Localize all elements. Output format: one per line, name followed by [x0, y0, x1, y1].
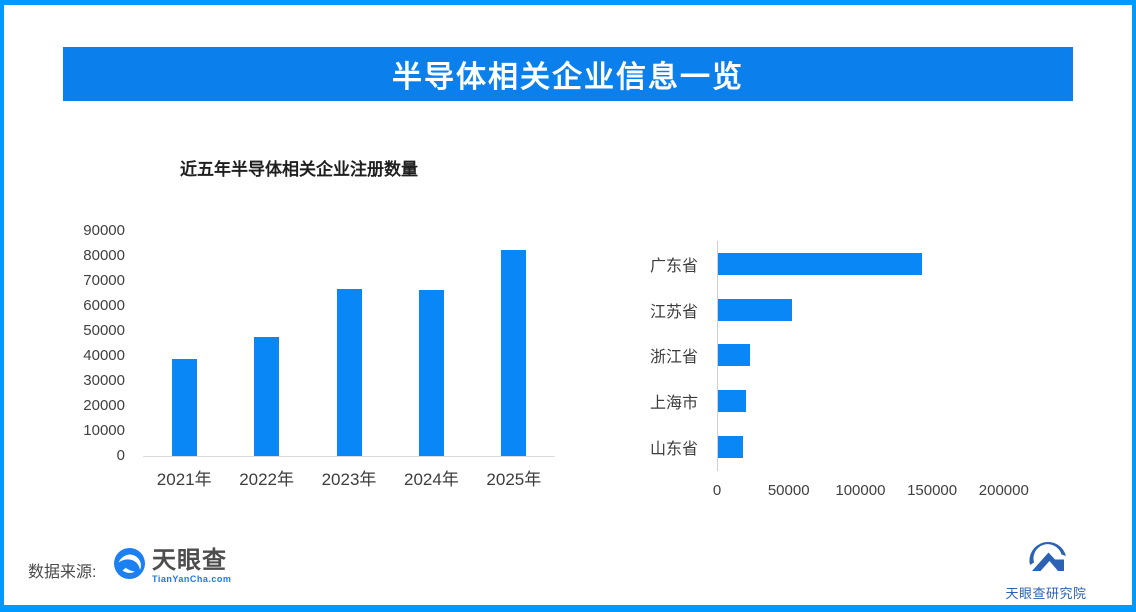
- bar-广东省: [717, 252, 923, 275]
- right-y-axis-line: [717, 241, 718, 471]
- province-row: 浙江省: [650, 333, 1074, 379]
- tianyancha-eye-icon: [114, 548, 145, 584]
- tianyancha-wordmark: 天眼查 TianYanCha.com: [152, 548, 231, 584]
- x-category-label: 2025年: [486, 470, 542, 489]
- x-category-label: 2023年: [321, 470, 377, 489]
- y-tick-label: 90000: [83, 222, 125, 239]
- institute-logo: 天眼查研究院: [996, 534, 1096, 602]
- left-x-labels: 2021年 2022年 2023年 2024年 2025年: [143, 465, 555, 490]
- x-category-label: 2024年: [404, 470, 459, 489]
- bar-2024年: [418, 289, 444, 456]
- y-tick-label: 70000: [83, 272, 125, 289]
- bar-column: [390, 231, 472, 456]
- bar-column: [308, 231, 390, 456]
- bar-2022年: [254, 337, 280, 456]
- bar-山东省: [717, 436, 743, 459]
- right-x-axis: 0 50000 100000 150000 200000: [713, 482, 1067, 502]
- province-row: 山东省: [650, 424, 1074, 470]
- bar-2025年: [501, 249, 527, 456]
- x-tick-label: 100000: [835, 482, 886, 499]
- y-tick-label: 0: [116, 447, 125, 464]
- page-title: 半导体相关企业信息一览: [392, 61, 744, 94]
- y-tick-label: 20000: [83, 397, 125, 414]
- bar-column: [473, 231, 555, 456]
- left-y-axis: 0 10000 20000 30000 40000 50000 60000 70000 8000…: [66, 222, 125, 464]
- institute-name: 天眼查研究院: [1005, 586, 1087, 601]
- y-tick-label: 40000: [83, 347, 125, 364]
- x-tick-label: 0: [712, 482, 722, 499]
- x-tick-label: 200000: [978, 482, 1029, 499]
- bar-上海市: [717, 390, 747, 413]
- x-category-label: 2021年: [156, 470, 212, 489]
- header-banner: 半导体相关企业信息一览: [63, 47, 1073, 101]
- province-row: 上海市: [650, 378, 1074, 424]
- province-row: 江苏省: [650, 287, 1074, 333]
- left-plot-area: [143, 231, 555, 457]
- province-row: 广东省: [650, 241, 1074, 287]
- bar-column: [225, 231, 307, 456]
- data-source-label: 数据来源:: [28, 564, 97, 581]
- tianyancha-logo: 天眼查 TianYanCha.com: [114, 548, 231, 584]
- y-tick-label: 10000: [83, 422, 125, 439]
- bar-2021年: [171, 358, 197, 456]
- province-label: 浙江省: [650, 349, 699, 367]
- tianyancha-name: 天眼查: [152, 547, 227, 574]
- y-tick-label: 80000: [83, 247, 125, 264]
- bar-江苏省: [717, 298, 793, 321]
- institute-mark-icon: [1021, 534, 1071, 581]
- x-category-label: 2022年: [239, 470, 295, 489]
- y-tick-label: 50000: [83, 322, 125, 339]
- province-label: 山东省: [650, 441, 699, 459]
- y-tick-label: 30000: [83, 372, 125, 389]
- x-tick-label: 50000: [767, 482, 810, 499]
- province-label: 广东省: [650, 257, 699, 275]
- province-label: 上海市: [650, 395, 699, 413]
- x-tick-label: 150000: [907, 482, 958, 499]
- y-tick-label: 60000: [83, 297, 125, 314]
- left-chart-title: 近五年半导体相关企业注册数量: [180, 160, 418, 179]
- bar-浙江省: [717, 344, 750, 367]
- bar-column: [143, 231, 225, 456]
- tianyancha-site-url: TianYanCha.com: [152, 574, 232, 584]
- bar-2023年: [336, 288, 362, 456]
- right-chart-rows: 广东省江苏省浙江省上海市山东省: [650, 241, 1074, 470]
- province-label: 江苏省: [650, 303, 699, 321]
